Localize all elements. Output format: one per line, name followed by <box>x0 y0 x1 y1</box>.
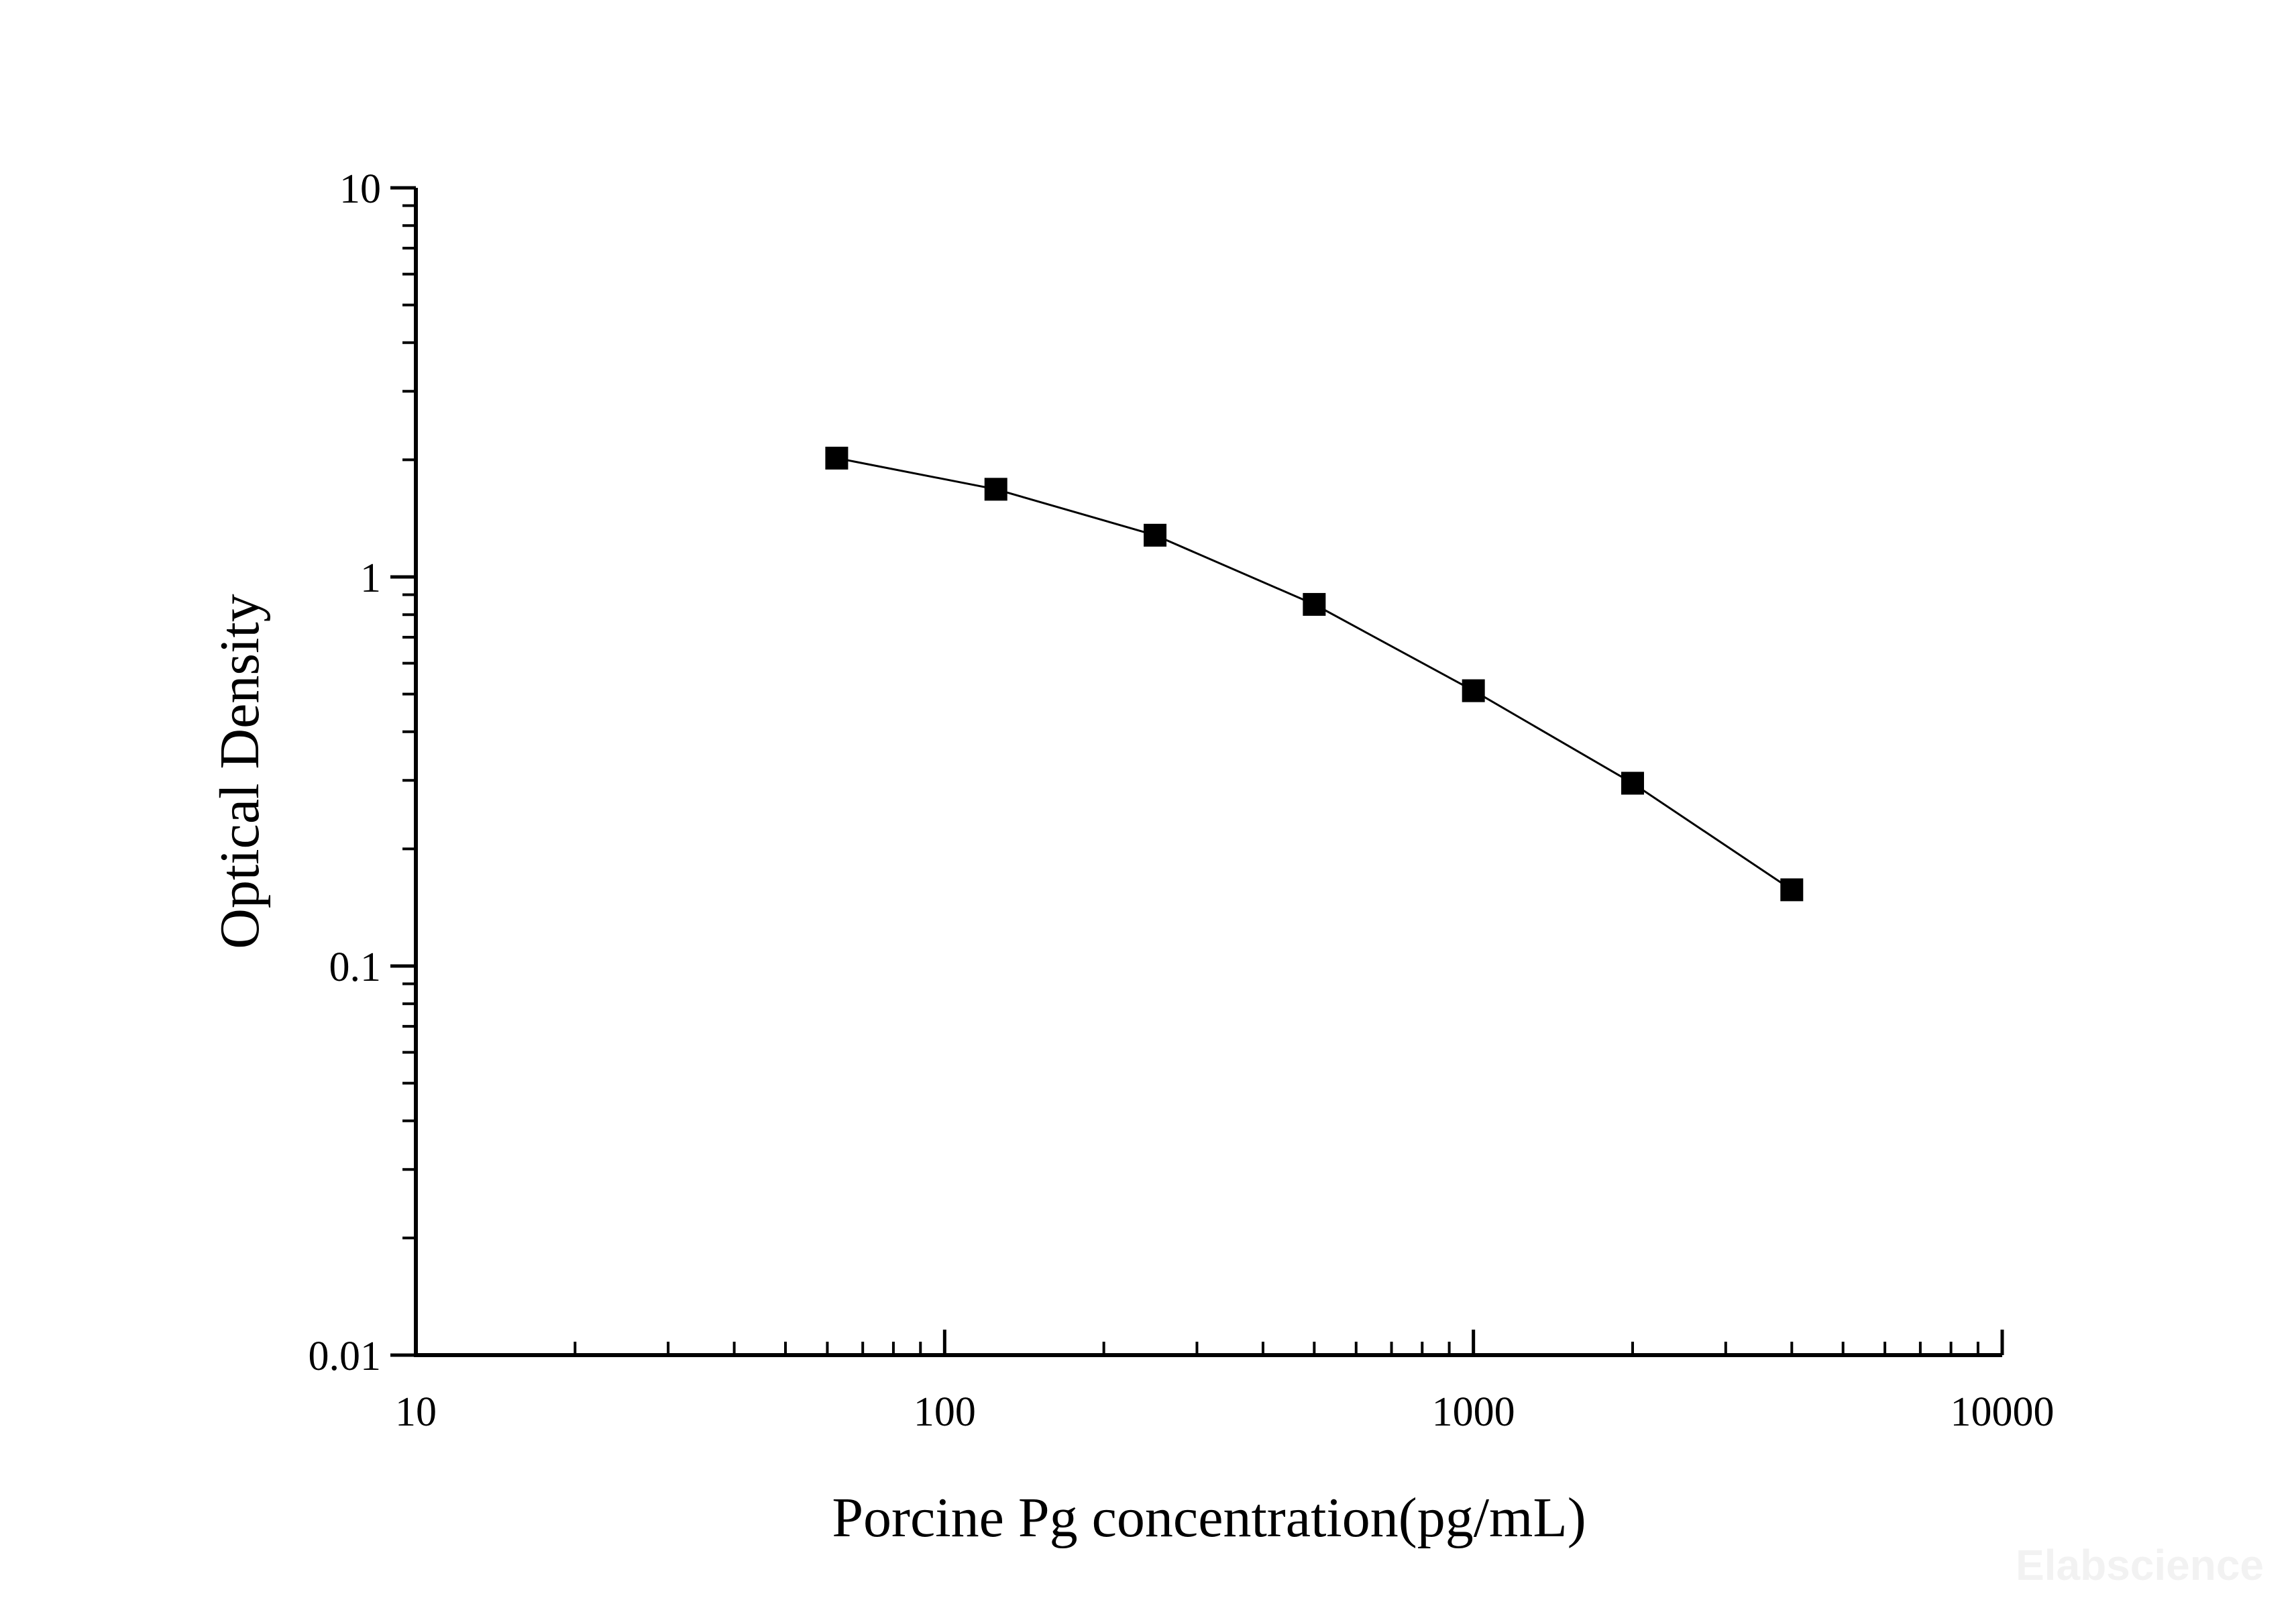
data-point-marker <box>825 446 849 470</box>
y-axis-tick-labels: 0.01 0.1 1 10 <box>309 166 382 1379</box>
x-tick-label: 100 <box>914 1389 976 1435</box>
series-group <box>825 446 1804 902</box>
y-tick-label: 0.01 <box>309 1334 382 1379</box>
x-tick-label: 10 <box>395 1389 437 1435</box>
y-tick-label: 0.1 <box>329 945 382 990</box>
x-axis-tick-labels: 10 100 1000 10000 <box>395 1389 2055 1435</box>
y-tick-label: 10 <box>339 166 381 212</box>
x-tick-label: 1000 <box>1432 1389 1515 1435</box>
watermark-logo: Elabscience <box>2016 1541 2264 1589</box>
data-point-marker <box>984 478 1007 501</box>
x-axis-minor-ticks <box>573 1342 1979 1355</box>
data-point-marker <box>1303 592 1326 616</box>
y-axis-title: Optical Density <box>209 594 271 949</box>
data-point-marker <box>1144 523 1167 547</box>
y-axis-minor-ticks <box>402 204 416 1240</box>
data-point-marker <box>1780 878 1804 902</box>
y-axis-major-ticks <box>390 186 416 1357</box>
x-axis-major-ticks <box>414 1330 2004 1355</box>
y-tick-label: 1 <box>360 555 381 601</box>
data-point-marker <box>1621 771 1644 795</box>
data-point-marker <box>1462 679 1485 702</box>
x-axis-title: Porcine Pg concentration(pg/mL) <box>832 1487 1586 1549</box>
x-tick-label: 10000 <box>1951 1389 2055 1435</box>
series-line <box>836 457 1793 891</box>
